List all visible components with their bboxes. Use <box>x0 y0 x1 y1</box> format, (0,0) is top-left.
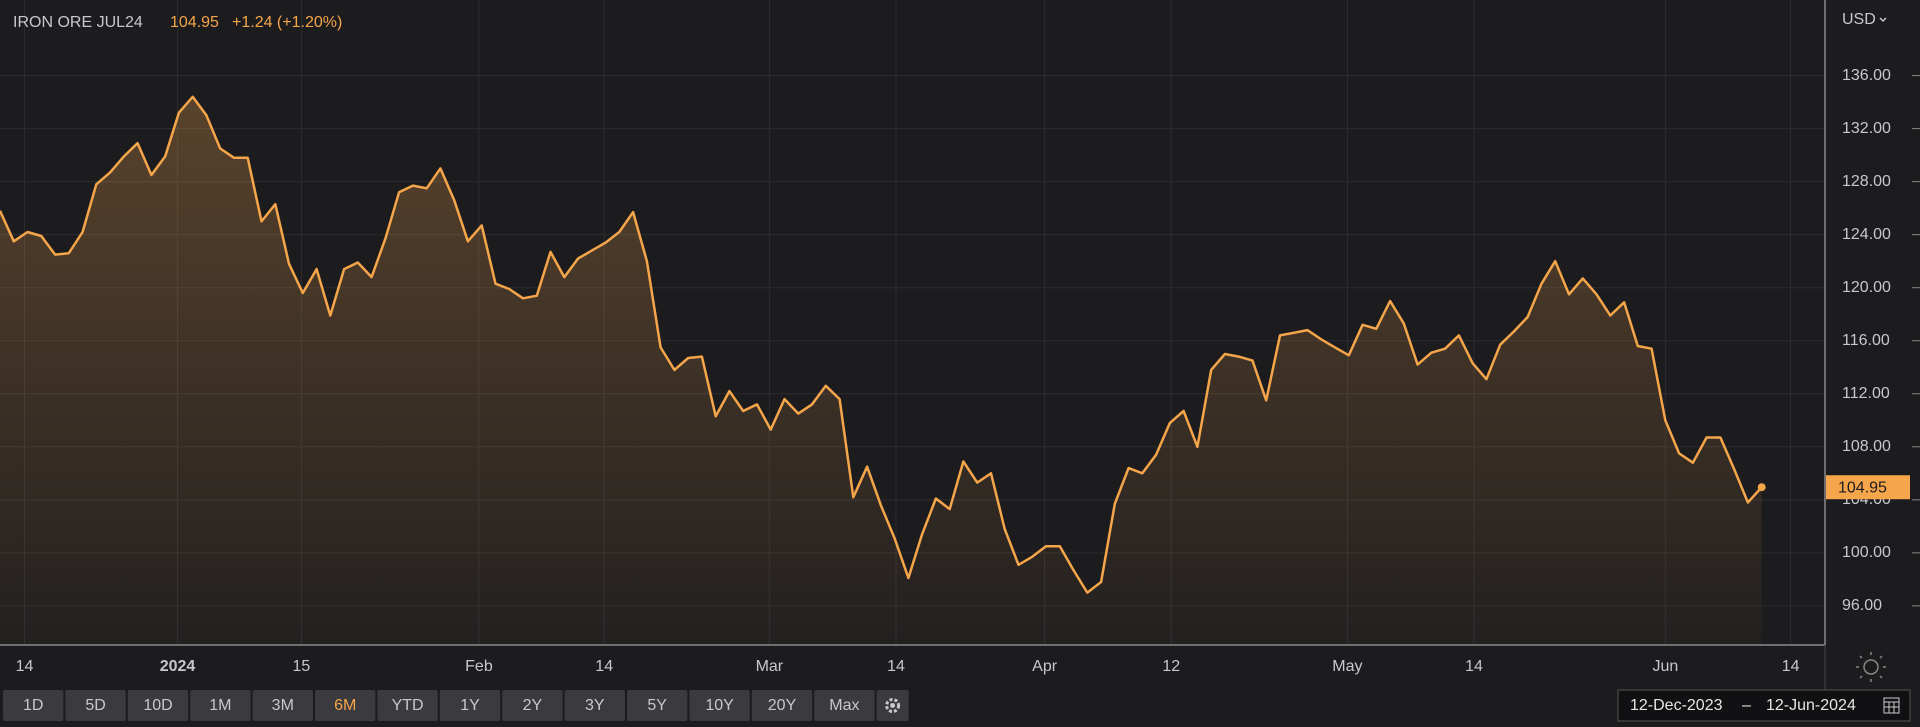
gear-hub <box>890 703 896 708</box>
range-button-label: 5D <box>85 697 105 714</box>
y-tick-label: 120.00 <box>1842 279 1891 296</box>
date-start: 12-Dec-2023 <box>1630 697 1723 714</box>
chart-title: IRON ORE JUL24 <box>13 14 143 31</box>
date-range-picker[interactable]: 12-Dec-2023 – 12-Jun-2024 <box>1617 689 1911 722</box>
range-button[interactable]: 5D <box>65 690 126 721</box>
range-button-label: 1D <box>23 697 43 714</box>
gear-icon <box>885 698 901 713</box>
range-button-label: 20Y <box>768 697 797 714</box>
range-button-bg[interactable] <box>439 690 501 721</box>
range-button-bg[interactable] <box>127 690 189 721</box>
range-button-label: 1M <box>209 697 231 714</box>
range-button[interactable]: 20Y <box>751 690 813 721</box>
range-button[interactable]: 1D <box>3 690 64 721</box>
y-tick-label: 100.00 <box>1842 544 1891 561</box>
range-button[interactable]: 1M <box>190 690 251 721</box>
calendar-icon <box>1883 697 1900 714</box>
range-button-bg[interactable] <box>190 690 251 721</box>
settings-button[interactable] <box>876 690 909 721</box>
range-button-bg[interactable] <box>377 690 438 721</box>
range-button-label: 3M <box>272 697 294 714</box>
y-tick-label: 124.00 <box>1842 226 1891 243</box>
range-button[interactable]: YTD <box>377 690 438 721</box>
range-button-bg[interactable] <box>315 690 376 721</box>
x-tick-label: Apr <box>1032 658 1058 675</box>
currency-selector[interactable]: USD <box>1842 11 1887 28</box>
range-button-bg[interactable] <box>502 690 563 721</box>
range-button-label: Max <box>829 697 859 714</box>
y-tick-label: 96.00 <box>1842 597 1882 614</box>
range-button[interactable]: 2Y <box>502 690 563 721</box>
date-end: 12-Jun-2024 <box>1766 697 1856 714</box>
range-button[interactable]: 5Y <box>627 690 688 721</box>
range-button-label: 10D <box>143 697 172 714</box>
range-button-label: 3Y <box>585 697 605 714</box>
range-button-label: 5Y <box>647 697 667 714</box>
x-tick-label: 12 <box>1162 658 1180 675</box>
currency[interactable]: USD <box>1842 11 1876 28</box>
x-tick-label: 15 <box>293 658 311 675</box>
range-button-bg[interactable] <box>689 690 750 721</box>
range-button-bg[interactable] <box>751 690 813 721</box>
range-button-label: YTD <box>392 697 424 714</box>
range-button-bg[interactable] <box>627 690 688 721</box>
range-button-bg[interactable] <box>252 690 313 721</box>
y-tick-label: 108.00 <box>1842 438 1891 455</box>
x-tick-label: 14 <box>595 658 613 675</box>
x-tick-label: May <box>1332 658 1362 675</box>
sun-rays <box>1856 652 1886 682</box>
price-change: +1.24 (+1.20%) <box>232 14 342 31</box>
range-button-label: 6M <box>334 697 356 714</box>
y-tick-label: 116.00 <box>1842 332 1890 349</box>
calendar-grid <box>1884 701 1899 713</box>
range-button[interactable]: 10D <box>127 690 189 721</box>
range-button-bg[interactable] <box>65 690 126 721</box>
range-button[interactable]: 10Y <box>689 690 750 721</box>
y-tick-label: 132.00 <box>1842 120 1891 137</box>
theme-toggle[interactable] <box>1856 652 1886 682</box>
x-tick-label: 14 <box>1465 658 1483 675</box>
x-tick-label: 14 <box>16 658 34 675</box>
range-button[interactable]: Max <box>814 690 875 721</box>
range-button[interactable]: 3Y <box>564 690 625 721</box>
range-button[interactable]: 1Y <box>439 690 501 721</box>
last-point <box>1757 483 1766 492</box>
range-button[interactable]: 6M <box>315 690 376 721</box>
y-tick-label: 112.00 <box>1842 385 1890 402</box>
sun-icon <box>1863 659 1879 675</box>
x-tick-label: Mar <box>756 658 784 675</box>
price-badge <box>1826 475 1910 500</box>
range-button-bg[interactable] <box>3 690 64 721</box>
range-button-bg[interactable] <box>814 690 875 721</box>
chevron <box>1879 17 1887 23</box>
date-separator: – <box>1742 697 1751 714</box>
price-line <box>0 95 1763 594</box>
range-button-label: 2Y <box>523 697 543 714</box>
y-tick-label: 136.00 <box>1842 67 1891 84</box>
range-button-bg[interactable] <box>564 690 625 721</box>
x-tick-label: 14 <box>1782 658 1800 675</box>
date-range-box[interactable] <box>1617 689 1911 722</box>
range-button-label: 10Y <box>705 697 734 714</box>
range-button-label: 1Y <box>460 697 480 714</box>
x-tick-label: Jun <box>1652 658 1678 675</box>
range-button[interactable]: 3M <box>252 690 313 721</box>
area <box>0 96 1762 646</box>
price-badge-label: 104.95 <box>1838 479 1887 496</box>
y-tick-label: 128.00 <box>1842 173 1891 190</box>
last-price: 104.95 <box>170 14 219 31</box>
x-tick-label: Feb <box>465 658 493 675</box>
x-tick-label: 14 <box>887 658 905 675</box>
x-tick-label: 2024 <box>160 658 196 675</box>
